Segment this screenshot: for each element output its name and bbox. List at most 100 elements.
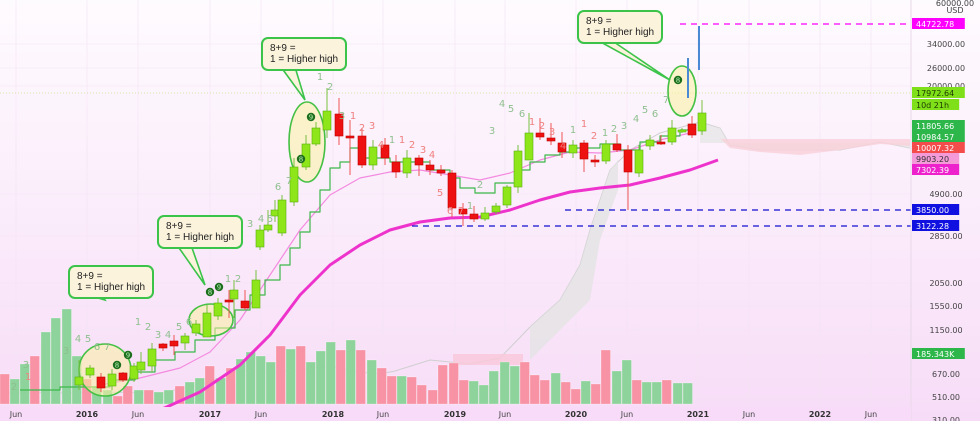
- td-count-label: 5: [437, 188, 443, 199]
- price-tick-label: 2850.00: [929, 232, 962, 241]
- time-tick-label: Jun: [742, 410, 756, 419]
- td-marker-label: 8: [115, 362, 119, 370]
- currency-label: USD: [946, 6, 963, 15]
- td-marker-dot: [306, 112, 316, 122]
- td-count-label: 2: [145, 322, 151, 333]
- candle-body: [345, 135, 355, 139]
- volume-bar: [163, 389, 174, 405]
- annotation-callout[interactable]: 8+9 = 1 = Higher high: [68, 265, 155, 299]
- indicator-line: [159, 158, 719, 412]
- td-count-label: 4: [258, 214, 264, 225]
- volume-bar: [386, 375, 397, 405]
- volume-bar: [295, 345, 306, 405]
- volume-bar: [285, 348, 296, 405]
- td-count-label: 7: [663, 95, 669, 106]
- volume-bar: [366, 359, 377, 405]
- td-count-label: 4: [165, 330, 171, 341]
- candle-body: [687, 123, 697, 136]
- annotation-callout[interactable]: 8+9 = 1 = Higher high: [577, 10, 664, 44]
- volume-bars: [0, 308, 693, 405]
- td-count-label: 3: [369, 121, 375, 132]
- td-count-label: 4: [633, 114, 639, 125]
- volume-bar: [265, 361, 276, 405]
- candle-body: [96, 376, 106, 389]
- volume-bar: [468, 380, 479, 405]
- td-count-label: 6: [94, 342, 100, 353]
- td-count-label: 2: [11, 382, 17, 393]
- volume-bar: [416, 384, 427, 405]
- time-tick-label: Jun: [498, 410, 512, 419]
- candle-body: [697, 112, 707, 132]
- td-count-label: 3: [63, 346, 69, 357]
- price-tick-label: 4900.00: [929, 190, 962, 199]
- volume-bar: [9, 378, 20, 405]
- candle-body: [623, 149, 633, 173]
- volume-bar: [184, 381, 195, 405]
- price-tick-label: 60000.00: [936, 0, 974, 8]
- annotation-callout[interactable]: 8+9 = 1 = Higher high: [261, 37, 348, 71]
- candle-body: [311, 127, 321, 145]
- annotation-callout[interactable]: 8+9 = 1 = Higher high: [157, 215, 244, 249]
- cloud-fill-pink: [453, 354, 523, 365]
- td-count-label: 4: [429, 150, 435, 161]
- candle-body: [74, 376, 84, 386]
- candle-body: [251, 279, 261, 309]
- volume-bar: [235, 358, 246, 405]
- candle-body: [277, 199, 287, 234]
- volume-bar: [396, 375, 407, 405]
- td-marker-label: 8: [676, 77, 680, 85]
- td-count-label: 1: [389, 135, 395, 146]
- projection-bars: [687, 26, 700, 98]
- price-tag-label: 7302.39: [916, 166, 949, 175]
- td-count-label: 2: [611, 124, 617, 135]
- candle-body: [458, 208, 468, 215]
- volume-bar: [550, 372, 561, 405]
- price-tags: 44722.78 17972.64 10d 21h 11805.66 10984.57 1…: [912, 18, 965, 359]
- candle-body: [158, 343, 168, 349]
- td-count-label: 1: [570, 125, 576, 136]
- td-count-label: 2: [359, 123, 365, 134]
- volume-bar: [19, 363, 30, 405]
- td-marker-dot: [112, 360, 122, 370]
- candle-body: [263, 224, 273, 231]
- volume-bar: [672, 382, 683, 405]
- volume-bar: [376, 367, 387, 405]
- volume-bar: [112, 395, 123, 405]
- volume-bar: [651, 381, 662, 405]
- td-count-label: 2: [591, 131, 597, 142]
- td-count-label: 6: [519, 109, 525, 120]
- td-count-label: 2: [235, 274, 241, 285]
- volume-bar: [133, 389, 144, 405]
- volume-bar: [458, 379, 469, 405]
- candle-body: [147, 348, 157, 367]
- time-axis[interactable]: Jun 2016 Jun 2017 Jun 2018 Jun 2019 Jun 2020 Jun 20…: [0, 407, 911, 421]
- td-count-label: 1: [25, 372, 31, 383]
- td-marker-dot: [214, 282, 224, 292]
- volume-bar: [519, 361, 530, 405]
- candle-body: [180, 335, 190, 344]
- price-tag: [912, 153, 960, 164]
- td-count-label: 2: [539, 121, 545, 132]
- candle-body: [425, 164, 435, 171]
- horizontal-lines[interactable]: [0, 23, 911, 227]
- price-tag: [912, 131, 965, 142]
- price-tick-label: 310.00: [932, 416, 960, 421]
- volume-bar: [488, 370, 499, 405]
- td-count-label: 4: [560, 141, 566, 152]
- candle-body: [414, 157, 424, 166]
- td-count-label: 2: [477, 180, 483, 191]
- volume-bar: [427, 389, 438, 405]
- volume-bar: [600, 349, 611, 405]
- candle-body: [213, 302, 223, 317]
- callout-pointer: [279, 66, 306, 101]
- td-count-label: 4: [75, 334, 81, 345]
- candle-body: [224, 299, 234, 303]
- candle-body: [191, 323, 201, 334]
- volume-bar: [611, 370, 622, 405]
- volume-bar: [661, 379, 672, 405]
- time-tick-label: 2018: [322, 410, 345, 419]
- candle-body: [322, 110, 332, 131]
- time-tick-label: 2019: [444, 410, 467, 419]
